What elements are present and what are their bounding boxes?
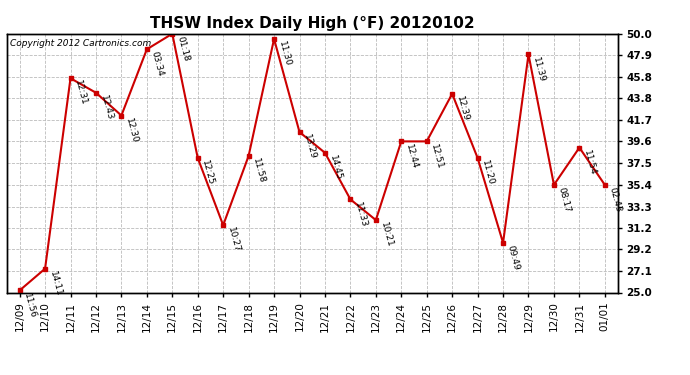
Text: 01:18: 01:18	[175, 35, 190, 63]
Text: 08:17: 08:17	[557, 186, 572, 214]
Text: Copyright 2012 Cartronics.com: Copyright 2012 Cartronics.com	[10, 39, 151, 48]
Text: 12:43: 12:43	[99, 94, 114, 121]
Text: 12:39: 12:39	[455, 95, 471, 122]
Text: 14:11: 14:11	[48, 270, 63, 297]
Text: 09:49: 09:49	[506, 244, 521, 272]
Text: 11:33: 11:33	[353, 201, 368, 228]
Text: 13:29: 13:29	[302, 134, 317, 160]
Title: THSW Index Daily High (°F) 20120102: THSW Index Daily High (°F) 20120102	[150, 16, 475, 31]
Text: 11:58: 11:58	[251, 157, 267, 184]
Text: 14:45: 14:45	[328, 154, 343, 181]
Text: 12:51: 12:51	[429, 143, 445, 170]
Text: 11:20: 11:20	[480, 159, 495, 186]
Text: 11:39: 11:39	[531, 56, 546, 83]
Text: 02:43: 02:43	[608, 186, 623, 213]
Text: 11:56: 11:56	[22, 292, 38, 319]
Text: 12:31: 12:31	[73, 80, 88, 107]
Text: 11:54: 11:54	[582, 149, 598, 176]
Text: 03:34: 03:34	[150, 51, 165, 78]
Text: 10:21: 10:21	[379, 222, 394, 249]
Text: 12:30: 12:30	[124, 117, 139, 144]
Text: 10:27: 10:27	[226, 226, 241, 254]
Text: 12:44: 12:44	[404, 143, 420, 170]
Text: 11:30: 11:30	[277, 40, 293, 68]
Text: 12:25: 12:25	[201, 159, 216, 186]
